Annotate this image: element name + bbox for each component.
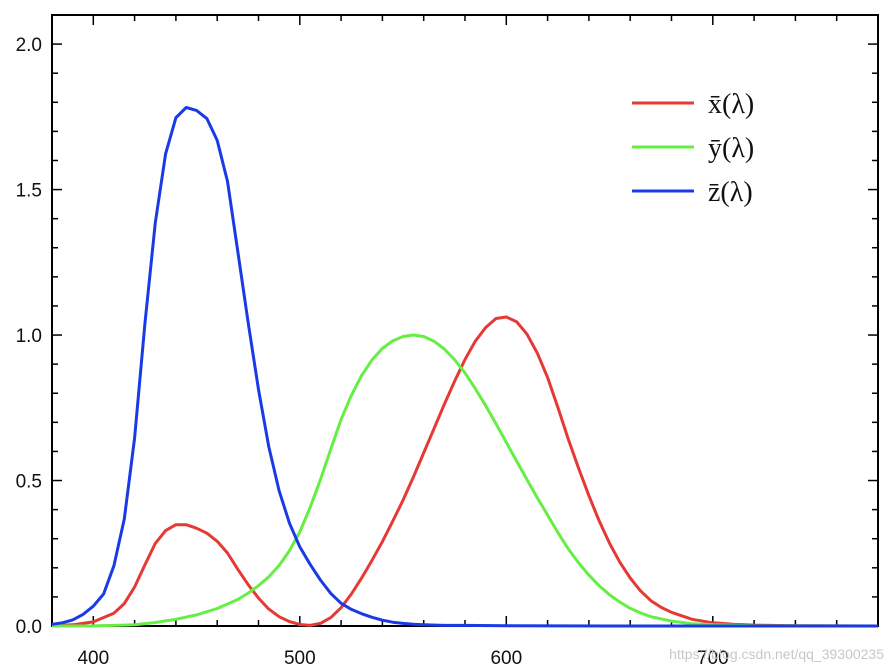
- series-line-2: [51, 333, 879, 628]
- legend-label: ȳ(λ): [708, 133, 754, 164]
- y-tick-label: 0.0: [16, 617, 42, 638]
- legend-label: z̄(λ): [708, 177, 753, 208]
- x-tick-label: 400: [77, 648, 109, 669]
- watermark: https://blog.csdn.net/qq_39300235: [669, 646, 884, 662]
- y-tick-label: 1.5: [16, 181, 42, 202]
- legend-label: x̄(λ): [708, 89, 754, 120]
- legend: x̄(λ) ȳ(λ) z̄(λ): [632, 89, 754, 208]
- y-tick-label: 0.5: [16, 472, 42, 493]
- y-tick-label: 2.0: [16, 35, 42, 56]
- x-tick-label: 500: [284, 648, 316, 669]
- x-tick-label: 600: [490, 648, 522, 669]
- series-line-3: [51, 106, 878, 628]
- series-lines: [51, 106, 879, 628]
- y-tick-label: 1.0: [16, 326, 42, 347]
- series-line-1: [51, 315, 879, 628]
- x-tick-label: 700: [697, 648, 729, 669]
